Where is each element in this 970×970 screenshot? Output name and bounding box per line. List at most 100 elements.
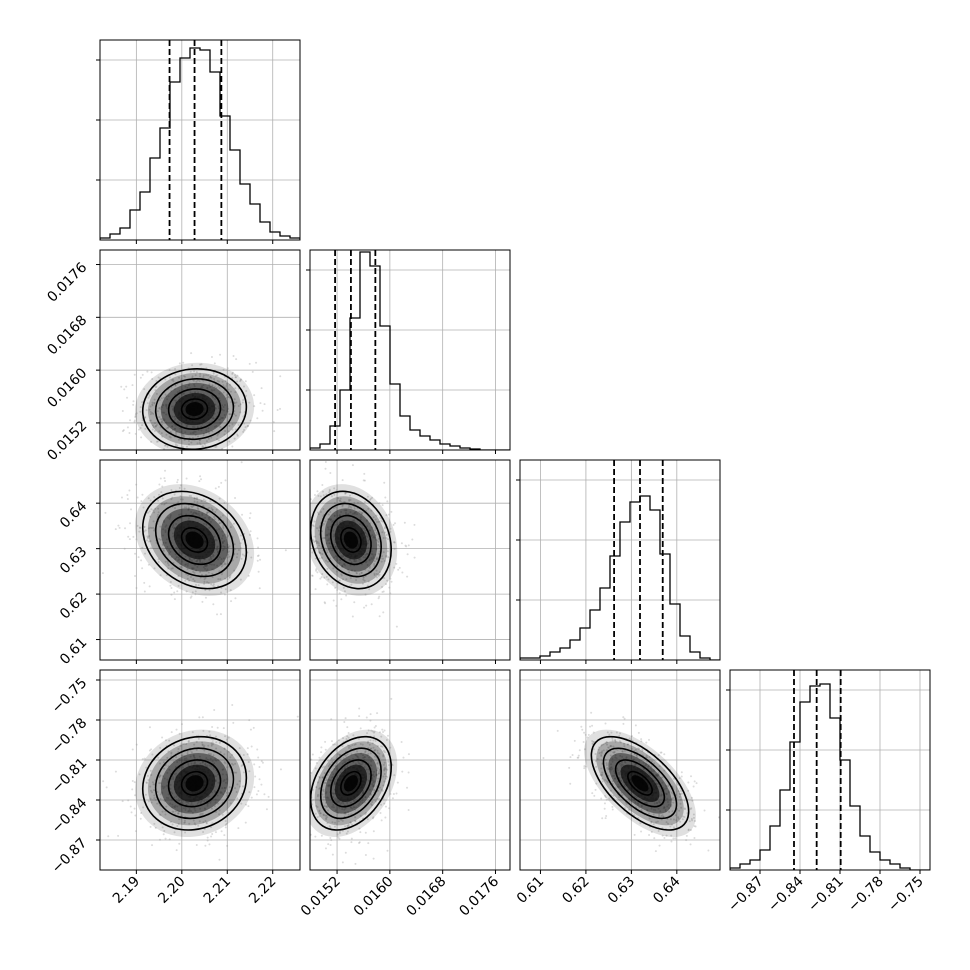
- x-tick-label: 0.62: [559, 874, 592, 907]
- scatter-point: [208, 843, 211, 846]
- scatter-point: [221, 537, 224, 540]
- scatter-point: [613, 777, 616, 780]
- scatter-point: [212, 417, 215, 420]
- scatter-point: [664, 810, 667, 813]
- scatter-point: [383, 780, 386, 783]
- scatter-point: [338, 561, 341, 564]
- scatter-point: [217, 439, 220, 442]
- scatter-point: [153, 401, 156, 404]
- scatter-point: [180, 743, 183, 746]
- panel-2-2: [516, 459, 721, 664]
- scatter-point: [279, 768, 282, 771]
- scatter-point: [157, 507, 160, 510]
- scatter-point: [147, 536, 150, 539]
- scatter-point: [322, 790, 325, 793]
- scatter-point: [184, 806, 187, 809]
- scatter-point: [173, 527, 176, 530]
- scatter-point: [154, 798, 157, 801]
- scatter-point: [154, 425, 157, 428]
- scatter-point: [179, 427, 182, 430]
- scatter-point: [406, 575, 409, 578]
- scatter-point: [225, 773, 228, 776]
- scatter-point: [666, 797, 669, 800]
- scatter-point: [204, 577, 207, 580]
- scatter-point: [368, 756, 371, 759]
- scatter-point: [609, 770, 612, 773]
- scatter-point: [355, 510, 358, 513]
- scatter-point: [370, 747, 373, 750]
- scatter-point: [223, 563, 226, 566]
- scatter-point: [328, 537, 331, 540]
- contour-1: [154, 378, 235, 441]
- scatter-point: [259, 402, 262, 405]
- scatter-point: [208, 753, 211, 756]
- scatter-point: [184, 563, 187, 566]
- scatter-point: [225, 382, 228, 385]
- scatter-point: [157, 511, 160, 514]
- scatter-point: [600, 755, 603, 758]
- scatter-point: [649, 767, 652, 770]
- scatter-point: [180, 754, 183, 757]
- scatter-point: [376, 558, 379, 561]
- scatter-point: [375, 558, 378, 561]
- scatter-point: [164, 479, 167, 482]
- scatter-point: [170, 731, 173, 734]
- scatter-point: [284, 571, 286, 573]
- scatter-point: [194, 512, 197, 515]
- scatter-point: [363, 527, 366, 530]
- scatter-point: [592, 740, 595, 743]
- scatter-point: [156, 802, 159, 805]
- scatter-point: [161, 810, 164, 813]
- scatter-point: [212, 583, 215, 586]
- scatter-point: [276, 835, 278, 837]
- scatter-point: [211, 833, 214, 836]
- scatter-point: [350, 841, 353, 844]
- scatter-point: [346, 753, 349, 756]
- scatter-point: [220, 830, 223, 833]
- scatter-point: [196, 513, 199, 516]
- scatter-point: [364, 568, 367, 571]
- scatter-point: [653, 837, 656, 840]
- panel-3-2: 0.61 0.62 0.63 0.64: [514, 669, 721, 907]
- scatter-point: [314, 539, 317, 542]
- scatter-point: [328, 542, 331, 545]
- scatter-point: [333, 782, 336, 785]
- scatter-point: [169, 584, 172, 587]
- scatter-point: [166, 445, 169, 448]
- scatter-point: [586, 736, 589, 739]
- scatter-point: [194, 430, 197, 433]
- scatter-point: [190, 762, 193, 765]
- scatter-point: [294, 830, 296, 832]
- scatter-point: [407, 809, 410, 812]
- scatter-point: [336, 559, 339, 562]
- scatter-point: [120, 496, 123, 499]
- scatter-point: [592, 748, 595, 751]
- scatter-point: [650, 831, 653, 834]
- scatter-point: [180, 759, 183, 762]
- scatter-point: [152, 789, 155, 792]
- scatter-point: [648, 812, 651, 815]
- scatter-point: [316, 805, 319, 808]
- scatter-point: [670, 791, 673, 794]
- scatter-point: [168, 553, 171, 556]
- scatter-point: [186, 750, 189, 753]
- scatter-point: [667, 791, 670, 794]
- scatter-point: [215, 539, 218, 542]
- scatter-point: [236, 433, 239, 436]
- scatter-point: [617, 783, 620, 786]
- scatter-point: [226, 766, 229, 769]
- scatter-point: [223, 404, 226, 407]
- scatter-point: [181, 560, 184, 563]
- scatter-point: [223, 560, 226, 563]
- scatter-point: [342, 802, 345, 805]
- scatter-point: [345, 578, 348, 581]
- scatter-point: [361, 511, 364, 514]
- scatter-point: [151, 377, 154, 380]
- scatter-point: [192, 431, 195, 434]
- scatter-point: [609, 745, 612, 748]
- scatter-point: [370, 509, 373, 512]
- y-tick-label: 0.62: [57, 589, 90, 622]
- scatter-point: [138, 526, 141, 529]
- scatter-point: [226, 546, 229, 549]
- scatter-point: [361, 801, 364, 804]
